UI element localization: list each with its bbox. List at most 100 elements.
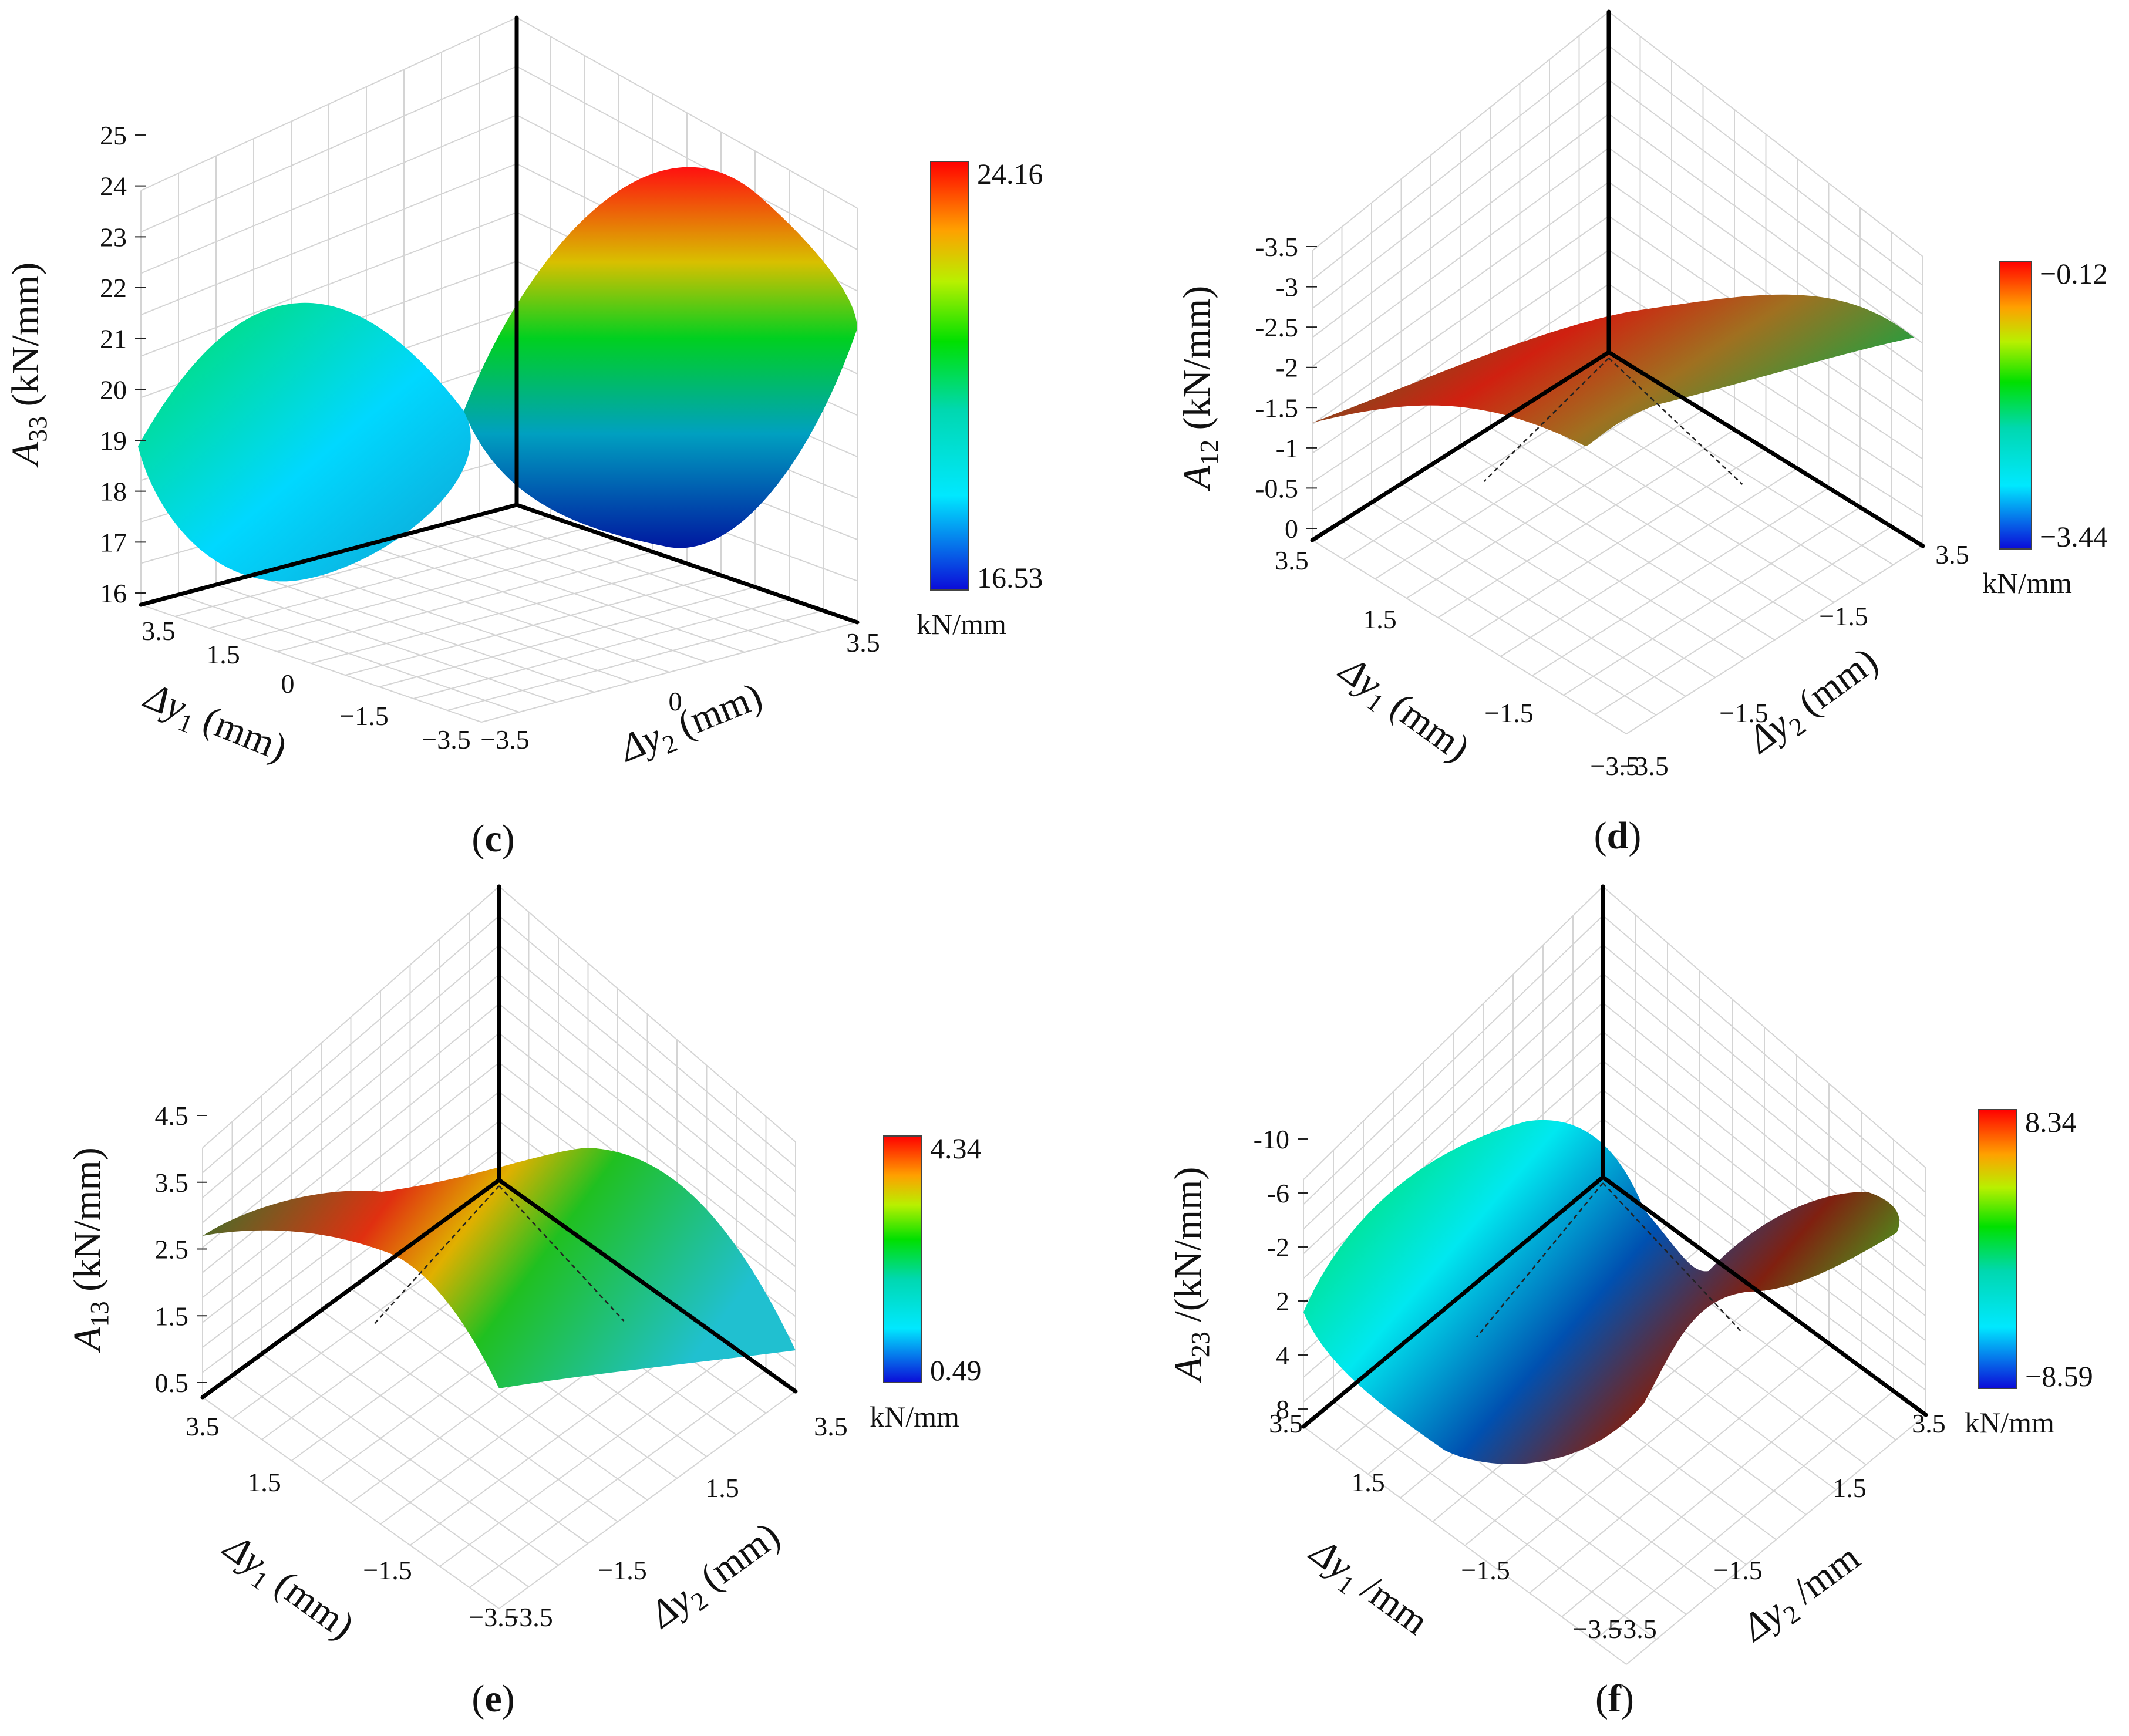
caption-close-paren: ) bbox=[1628, 814, 1641, 857]
wall-grid-line bbox=[498, 1033, 796, 1268]
y-axis-title-unit: (mm) bbox=[1783, 639, 1885, 730]
floor-grid-line bbox=[231, 1375, 530, 1587]
y-tick-label: −1.5 bbox=[598, 1555, 646, 1585]
z-tick-label: 19 bbox=[100, 426, 127, 456]
z-tick-label: 4.5 bbox=[155, 1101, 189, 1131]
colorbar-unit-label: kN/mm bbox=[1982, 567, 2072, 599]
wall-grid-line bbox=[1312, 45, 1609, 281]
z-tick-label: -10 bbox=[1254, 1124, 1289, 1154]
z-axis-title-subscript: 23 bbox=[1186, 1332, 1215, 1357]
y-tick-label: −3.5 bbox=[1608, 1614, 1656, 1644]
y-tick-label: −3.5 bbox=[480, 724, 529, 754]
floor-grid-line bbox=[202, 1397, 500, 1609]
wall-grid-line bbox=[1303, 915, 1604, 1205]
z-tick-label: 3.5 bbox=[155, 1168, 189, 1198]
z-tick-label: 25 bbox=[100, 120, 127, 150]
floor-grid-line bbox=[1460, 446, 1776, 641]
x-tick-label: 0 bbox=[281, 669, 295, 699]
panel-caption: (c) bbox=[471, 817, 514, 860]
colorbar: −0.12 −3.44 kN/mm bbox=[1982, 257, 2108, 599]
panel-d: 0-0.5-1-1.5-2-2.5-3-3.53.51.5−1.5−3.5−3.… bbox=[1175, 9, 2108, 857]
wall-grid-line bbox=[1608, 11, 1923, 257]
caption-letter: d bbox=[1607, 814, 1629, 857]
x-tick-label: 3.5 bbox=[186, 1411, 220, 1441]
floor-grid-line bbox=[345, 575, 722, 676]
x-tick-label: −3.5 bbox=[469, 1602, 517, 1632]
caption-close-paren: ) bbox=[1621, 1677, 1634, 1720]
wall-grid-line bbox=[1608, 79, 1923, 315]
colorbar-gradient bbox=[1999, 261, 2032, 550]
panel-e: 0.5 1.5 2.5 3.5 4.5 3.5 1.5 −1.5 −3.5−3.5 −1.5 1.5… bbox=[66, 884, 982, 1720]
colorbar-max-label: 8.34 bbox=[2025, 1105, 2077, 1138]
floor-grid-line bbox=[140, 604, 482, 723]
floor-grid-line bbox=[481, 622, 858, 723]
colorbar-min-label: 0.49 bbox=[930, 1354, 982, 1387]
z-tick-label: 4 bbox=[1276, 1340, 1289, 1370]
floor-grid-line bbox=[1430, 464, 1746, 659]
y-axis-title-symbol: Δy bbox=[641, 1577, 700, 1637]
caption-letter: e bbox=[484, 1677, 501, 1720]
x-tick-label: 1.5 bbox=[1363, 604, 1397, 634]
floor-grid-line bbox=[1312, 540, 1627, 734]
wall-grid-line bbox=[1602, 886, 1926, 1169]
z-tick-label: -6 bbox=[1267, 1178, 1289, 1208]
colorbar-min-label: −3.44 bbox=[2040, 520, 2108, 553]
caption-letter: f bbox=[1608, 1677, 1622, 1720]
z-tick-label: 0 bbox=[1285, 514, 1298, 544]
z-axis-title: A13 (kN/mm) bbox=[66, 1147, 114, 1353]
floor-grid-line bbox=[379, 586, 756, 687]
x-tick-label: 1.5 bbox=[206, 639, 240, 669]
surface bbox=[1312, 294, 1914, 446]
wall-grid-line bbox=[1602, 915, 1926, 1194]
wall-grid-line bbox=[1303, 973, 1604, 1255]
z-axis-title-unit: (kN/mm) bbox=[4, 262, 47, 416]
hidden-axis-line bbox=[1476, 1182, 1604, 1338]
z-axis-title-unit: (kN/mm) bbox=[66, 1147, 109, 1301]
wall-grid-line bbox=[498, 1003, 796, 1242]
wall-grid-line bbox=[1608, 181, 1923, 402]
floor-grid-line bbox=[178, 594, 520, 713]
colorbar-unit-label: kN/mm bbox=[1965, 1406, 2054, 1439]
caption-close-paren: ) bbox=[502, 1677, 515, 1720]
floor-grid-line bbox=[413, 598, 790, 699]
hidden-axis-line bbox=[1483, 358, 1609, 482]
wall-grid-line bbox=[140, 66, 517, 232]
z-axis-title-symbol: A bbox=[1167, 1357, 1210, 1383]
floor-grid-line bbox=[328, 554, 670, 673]
floor-grid-line bbox=[1594, 526, 1892, 715]
wall-grid-line bbox=[140, 212, 517, 357]
caption-open-paren: ( bbox=[471, 817, 484, 860]
wall-grid-line bbox=[202, 1003, 500, 1248]
panel-caption: (e) bbox=[471, 1677, 514, 1720]
x-axis-title-unit: (mm) bbox=[188, 695, 293, 770]
z-tick-label: -2 bbox=[1276, 353, 1298, 383]
floor-grid-line bbox=[1531, 487, 1830, 676]
colorbar-gradient bbox=[930, 161, 969, 591]
wall-grid-line bbox=[202, 886, 500, 1148]
y-axis-title: Δy2 /mm bbox=[1733, 1536, 1871, 1654]
y-tick-label: 0 bbox=[669, 686, 682, 716]
floor-grid-line bbox=[350, 1288, 648, 1501]
wall-grid-line bbox=[1602, 944, 1926, 1218]
floor-grid-line bbox=[1529, 1343, 1830, 1594]
caption-close-paren: ) bbox=[502, 817, 515, 860]
y-axis-title-symbol: Δy bbox=[612, 715, 668, 771]
y-tick-label: 3.5 bbox=[1935, 540, 1969, 569]
y-tick-label: 3.5 bbox=[846, 628, 880, 658]
wall-grid-line bbox=[1303, 886, 1604, 1180]
x-axis bbox=[1301, 1175, 1605, 1429]
caption-letter: c bbox=[484, 817, 501, 860]
z-axis-title-subscript: 13 bbox=[85, 1301, 114, 1327]
x-tick-label: −1.5 bbox=[1461, 1555, 1510, 1585]
surface bbox=[203, 1148, 796, 1388]
surface bbox=[464, 167, 857, 548]
wall-grid-line bbox=[1312, 113, 1609, 338]
y-axis-title: Δy2 (mm) bbox=[612, 675, 770, 776]
z-tick-label: -2.5 bbox=[1255, 312, 1298, 342]
wall-grid-line bbox=[498, 945, 796, 1192]
hidden-axis-line bbox=[373, 1185, 500, 1324]
x-axis-title-unit: (mm) bbox=[260, 1557, 362, 1648]
floor-grid-line bbox=[498, 1391, 796, 1609]
colorbar-max-label: 24.16 bbox=[977, 157, 1043, 190]
z-tick-label: 22 bbox=[100, 273, 127, 303]
